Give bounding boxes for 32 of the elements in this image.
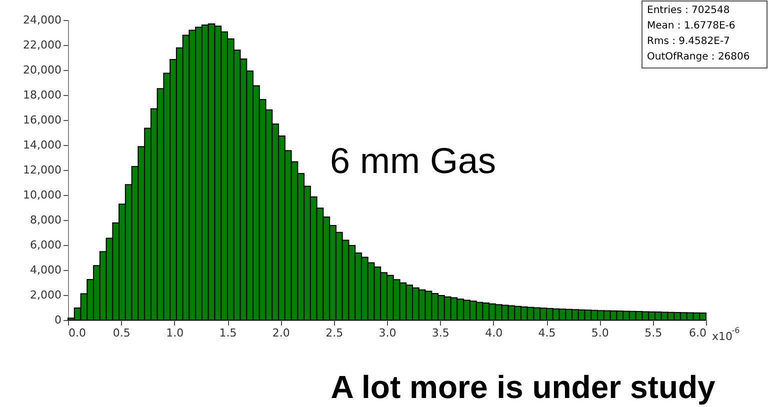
annotation: 6 mm Gas bbox=[330, 140, 496, 181]
x-tick-label: 4.0 bbox=[485, 326, 503, 340]
annotation: Mean : 1.6778E-6 bbox=[647, 20, 736, 32]
y-tick-label: 0 bbox=[54, 314, 62, 326]
y-tick-label: 18,000 bbox=[23, 88, 62, 102]
y-tick-label: 22,000 bbox=[23, 38, 62, 52]
y-tick-label: 12,000 bbox=[23, 164, 62, 176]
y-tick-label: 16,000 bbox=[23, 114, 62, 126]
y-tick-label: 2,000 bbox=[30, 288, 62, 302]
y-tick-label: 14,000 bbox=[23, 138, 62, 152]
x-tick-label: 3.5 bbox=[432, 326, 450, 340]
y-tick-label: 4,000 bbox=[30, 264, 62, 276]
y-tick-label: 10,000 bbox=[23, 188, 62, 202]
text: A lot more is under study bbox=[330, 369, 716, 405]
x-tick-label: 6.0 bbox=[689, 326, 706, 340]
x-tick-label: 1.0 bbox=[166, 326, 184, 340]
text: Entries : 702548 bbox=[647, 5, 730, 16]
x-tick-label: 1.5 bbox=[219, 326, 237, 340]
x-tick-label: 3.0 bbox=[378, 326, 396, 340]
annotation: OutOfRange : 26806 bbox=[647, 52, 750, 62]
x-tick-label: 2.0 bbox=[272, 326, 290, 340]
x-tick-label: 5.0 bbox=[591, 326, 609, 340]
x-tick-label: 5.5 bbox=[644, 326, 662, 340]
annotation: Rms : 9.4582E-7 bbox=[647, 36, 730, 47]
y-tick-label: 24,000 bbox=[23, 14, 62, 26]
x-tick-label: 0.0 bbox=[68, 326, 86, 340]
y-tick-label: 8,000 bbox=[30, 214, 62, 226]
y-tick-label: 6,000 bbox=[30, 238, 62, 252]
y-tick-label: 20,000 bbox=[23, 64, 62, 76]
x-tick-label: 0.5 bbox=[112, 326, 130, 340]
x-tick-label: 2.5 bbox=[326, 326, 344, 340]
x-tick-label: 4.5 bbox=[538, 326, 556, 340]
